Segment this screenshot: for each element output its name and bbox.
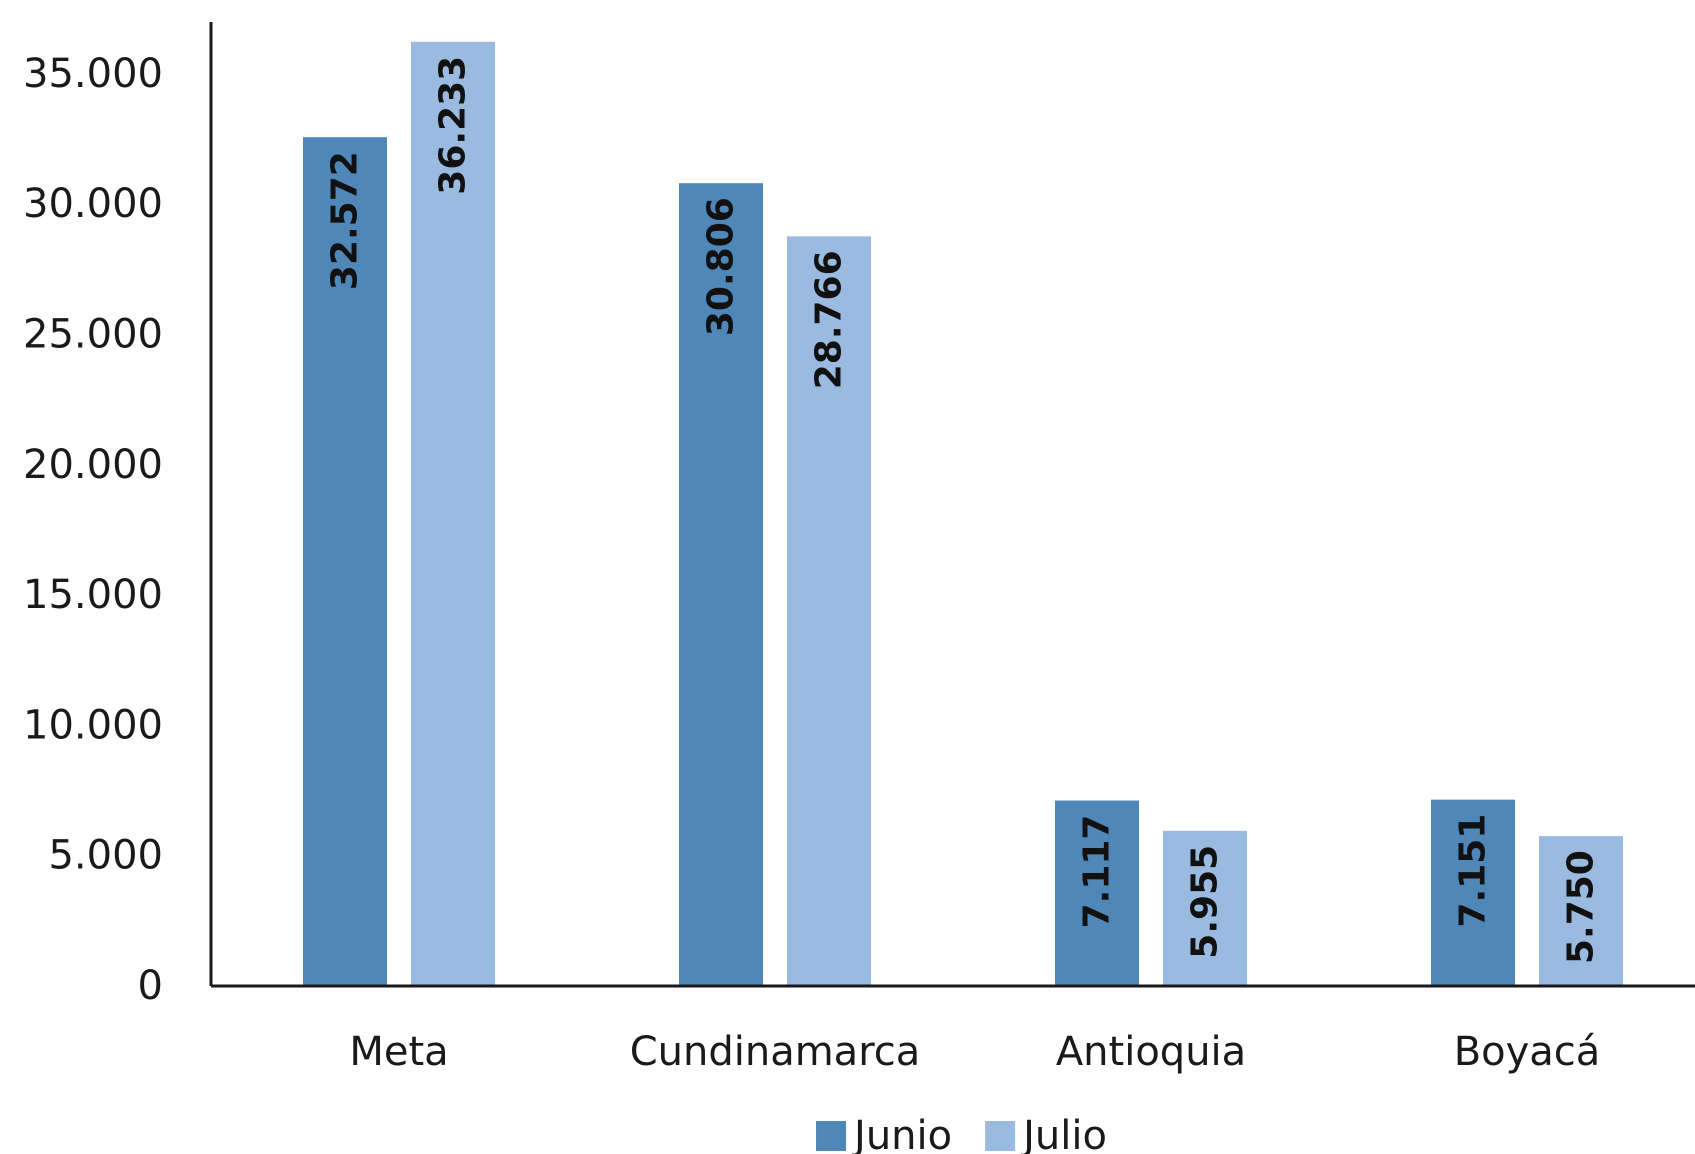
legend: Junio Julio	[816, 1113, 1107, 1154]
data-label-junio-meta: 32.572	[325, 151, 366, 290]
data-label-julio-cundinamarca: 28.766	[809, 250, 850, 389]
category-label-cundinamarca: Cundinamarca	[630, 1029, 921, 1075]
y-tick-label: 15.000	[23, 572, 163, 618]
y-tick-label: 35.000	[23, 51, 163, 97]
category-label-antioquia: Antioquia	[1056, 1029, 1246, 1075]
y-tick-label: 30.000	[23, 181, 163, 227]
bar-junio-meta	[303, 137, 387, 986]
y-tick-label: 25.000	[23, 312, 163, 358]
y-tick-label: 0	[138, 963, 163, 1009]
legend-label-julio: Julio	[1020, 1113, 1107, 1154]
bar-junio-antioquia	[1055, 800, 1139, 986]
legend-swatch-junio	[816, 1121, 847, 1151]
y-tick-label: 10.000	[23, 702, 163, 748]
legend-item-junio: Junio	[816, 1113, 952, 1154]
y-tick-label: 20.000	[23, 442, 163, 488]
y-axis-ticks: 0 5.000 10.000 15.000 20.000 25.000 30.000 35.0…	[23, 51, 163, 1009]
legend-swatch-julio	[985, 1121, 1016, 1151]
data-label-junio-antioquia: 7.117	[1077, 815, 1118, 929]
category-label-meta: Meta	[349, 1029, 448, 1075]
bar-julio-cundinamarca	[787, 236, 871, 987]
bar-julio-boyaca	[1539, 836, 1623, 986]
data-label-junio-cundinamarca: 30.806	[701, 197, 742, 336]
data-label-julio-antioquia: 5.955	[1185, 845, 1226, 959]
legend-item-julio: Julio	[985, 1113, 1107, 1154]
bar-junio-cundinamarca	[679, 183, 763, 987]
data-label-julio-meta: 36.233	[433, 56, 474, 195]
bar-julio-meta	[411, 41, 495, 987]
bar-junio-boyaca	[1431, 799, 1515, 986]
category-label-boyaca: Boyacá	[1454, 1029, 1601, 1075]
data-label-julio-boyaca: 5.750	[1561, 850, 1602, 964]
bars	[303, 41, 1623, 987]
data-labels: 32.572 36.233 30.806 28.766 7.117 5.955 7.151 5…	[325, 56, 1602, 964]
category-labels: Meta Cundinamarca Antioquia Boyacá	[349, 1029, 1600, 1075]
legend-label-junio: Junio	[851, 1113, 952, 1154]
data-label-junio-boyaca: 7.151	[1453, 814, 1494, 928]
bar-julio-antioquia	[1163, 830, 1247, 986]
y-tick-label: 5.000	[48, 833, 163, 879]
